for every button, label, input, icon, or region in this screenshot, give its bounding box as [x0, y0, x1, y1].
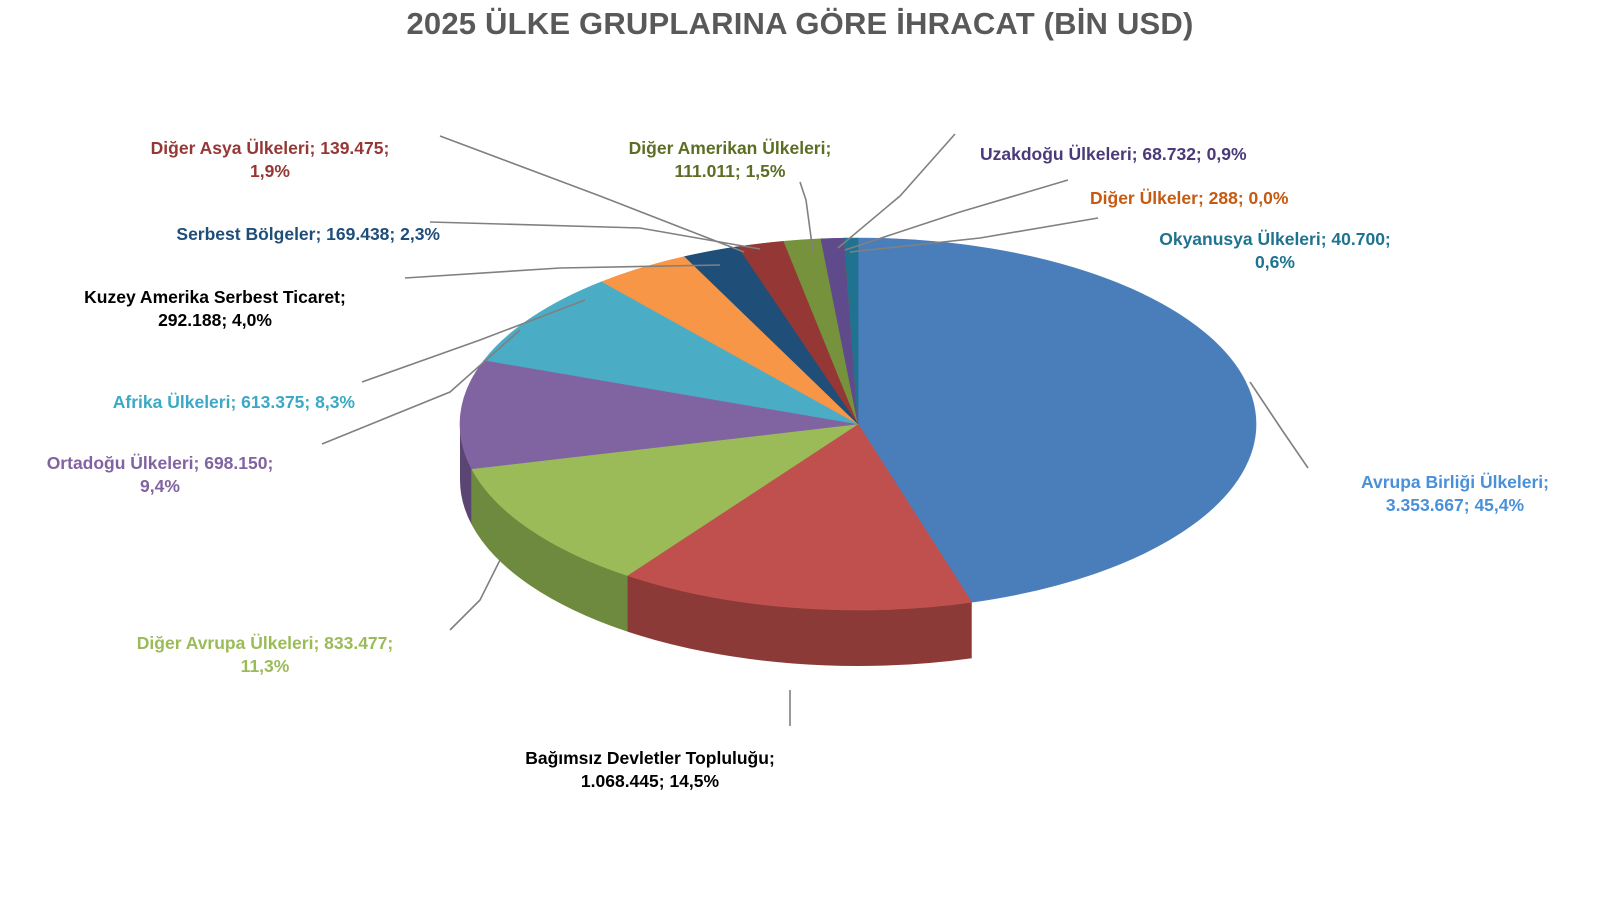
- data-label-diger-avrupa-text: Diğer Avrupa Ülkeleri; 833.477; 11,3%: [136, 632, 394, 677]
- leader-line-uzakdogu: [837, 133, 956, 249]
- pie-slice-ba-ms-z-devletler-toplulu-u[interactable]: [626, 423, 973, 611]
- data-label-okyanusya: Okyanusya Ülkeleri; 40.700; 0,6%: [1115, 204, 1435, 275]
- data-label-ortadogu-text: Ortadoğu Ülkeleri; 698.150; 9,4%: [46, 452, 274, 497]
- leader-line-diger-avrupa: [449, 559, 501, 631]
- pie-slice-side-di-er-avrupa-lkeleri: [471, 468, 628, 632]
- data-label-diger-asya: Diğer Asya Ülkeleri; 139.475; 1,9%: [90, 113, 450, 184]
- data-label-diger-asya-text: Diğer Asya Ülkeleri; 139.475; 1,9%: [150, 137, 390, 182]
- data-label-ortadogu: Ortadoğu Ülkeleri; 698.150; 9,4%: [0, 428, 330, 499]
- pie-3d-sides: [460, 424, 972, 666]
- leader-line-diger-asya: [439, 135, 745, 253]
- leader-line-kuzey-amerika-serbest-ticaret: [404, 264, 721, 279]
- data-label-serbest-bolgeler: Serbest Bölgeler; 169.438; 2,3%: [40, 199, 440, 246]
- leader-line-serbest-bolgeler: [429, 221, 761, 250]
- data-label-bagimsiz-devletler: Bağımsız Devletler Topluluğu; 1.068.445;…: [450, 723, 850, 794]
- data-label-diger-amerikan-text: Diğer Amerikan Ülkeleri; 111.011; 1,5%: [628, 137, 832, 182]
- pie-slice-di-er-avrupa-lkeleri[interactable]: [471, 423, 859, 576]
- leader-line-diger-ulkeler: [844, 179, 1069, 251]
- leader-line-avrupa-birligi: [1249, 381, 1309, 469]
- data-label-kuzey-amerika: Kuzey Amerika Serbest Ticaret; 292.188; …: [30, 262, 400, 333]
- pie-slice-ortado-u-lkeleri[interactable]: [459, 359, 859, 470]
- data-label-afrika: Afrika Ülkeleri; 613.375; 8,3%: [0, 367, 355, 414]
- data-label-diger-amerikan: Diğer Amerikan Ülkeleri; 111.011; 1,5%: [575, 113, 885, 184]
- data-label-diger-avrupa: Diğer Avrupa Ülkeleri; 833.477; 11,3%: [75, 608, 455, 679]
- pie-slice-side-ba-ms-z-devletler-toplulu-u: [627, 575, 972, 666]
- data-label-avrupa-birligi-text: Avrupa Birliği Ülkeleri; 3.353.667; 45,4…: [1360, 471, 1549, 516]
- leader-line-okyanusya: [849, 217, 1099, 253]
- data-label-okyanusya-text: Okyanusya Ülkeleri; 40.700; 0,6%: [1159, 228, 1391, 273]
- data-label-avrupa-birligi: Avrupa Birliği Ülkeleri; 3.353.667; 45,4…: [1310, 447, 1600, 518]
- data-label-uzakdogu-text: Uzakdoğu Ülkeleri; 68.732; 0,9%: [980, 143, 1247, 164]
- leader-line-diger-amerikan: [799, 181, 814, 253]
- pie-slice-avrupa-birli-i-lkeleri[interactable]: [857, 237, 1257, 603]
- data-label-afrika-text: Afrika Ülkeleri; 613.375; 8,3%: [112, 391, 355, 412]
- data-label-serbest-bolgeler-text: Serbest Bölgeler; 169.438; 2,3%: [176, 223, 440, 244]
- pie-slices: [459, 237, 1257, 611]
- pie-slice-afrika-lkeleri[interactable]: [483, 281, 859, 425]
- data-label-diger-ulkeler-text: Diğer Ülkeler; 288; 0,0%: [1090, 187, 1289, 208]
- leader-line-afrika: [361, 299, 586, 383]
- leader-line-ortadogu: [321, 329, 521, 445]
- pie-slice-side-ortado-u-lkeleri: [460, 424, 472, 525]
- leader-lines: [321, 133, 1309, 726]
- data-label-bagimsiz-devletler-text: Bağımsız Devletler Topluluğu; 1.068.445;…: [525, 747, 775, 792]
- data-label-diger-ulkeler: Diğer Ülkeler; 288; 0,0%: [1090, 163, 1420, 210]
- data-label-uzakdogu: Uzakdoğu Ülkeleri; 68.732; 0,9%: [980, 119, 1400, 166]
- chart-title: 2025 ÜLKE GRUPLARINA GÖRE İHRACAT (BİN U…: [406, 6, 1194, 41]
- data-label-kuzey-amerika-text: Kuzey Amerika Serbest Ticaret; 292.188; …: [84, 286, 346, 331]
